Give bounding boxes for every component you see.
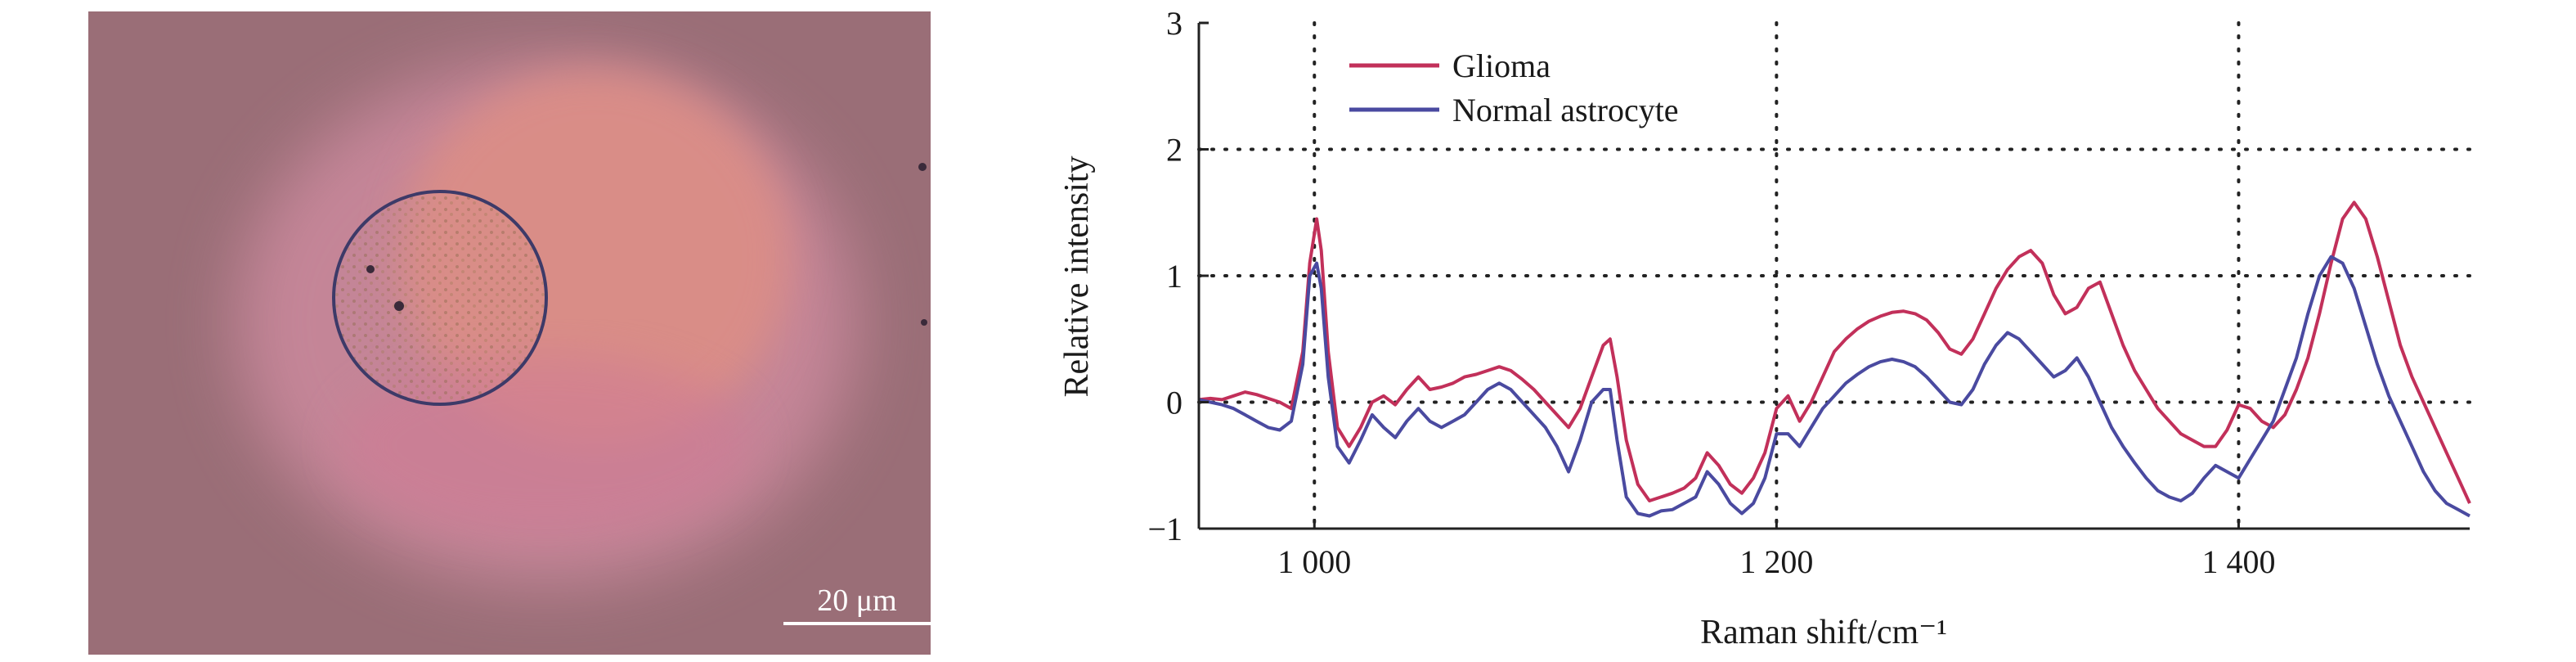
dark-spot	[918, 163, 927, 171]
y-axis-title: Relative intensity	[1058, 155, 1096, 397]
dark-spot	[366, 265, 375, 273]
x-tick-label: 1 000	[1277, 543, 1351, 580]
nucleus-texture	[335, 193, 545, 403]
nucleus-outline	[332, 190, 548, 406]
y-tick-label: 1	[1166, 258, 1183, 295]
scale-bar-label: 20 μm	[817, 583, 896, 618]
y-tick-label: 0	[1166, 385, 1183, 421]
dark-spot	[921, 319, 927, 326]
series-line-normal-astrocyte	[1198, 254, 2471, 518]
y-tick-label: 3	[1166, 5, 1183, 42]
raman-spectrum-chart: −1 0 1 2 3 1 000 1 200 1 400 Glioma Normal astro…	[1006, 0, 2576, 658]
x-axis-title: Raman shift/cm⁻¹	[1700, 614, 1947, 651]
x-tick-label: 1 200	[1739, 543, 1813, 580]
series-line-glioma	[1198, 200, 2471, 504]
x-tick-label: 1 400	[2201, 543, 2275, 580]
dark-spot	[394, 301, 404, 311]
y-tick-label: −1	[1147, 511, 1183, 547]
legend-label: Normal astrocyte	[1452, 92, 1679, 128]
y-tick-label: 2	[1166, 132, 1183, 169]
legend-label: Glioma	[1452, 47, 1551, 84]
cell-micrograph: 20 μm	[88, 11, 931, 655]
